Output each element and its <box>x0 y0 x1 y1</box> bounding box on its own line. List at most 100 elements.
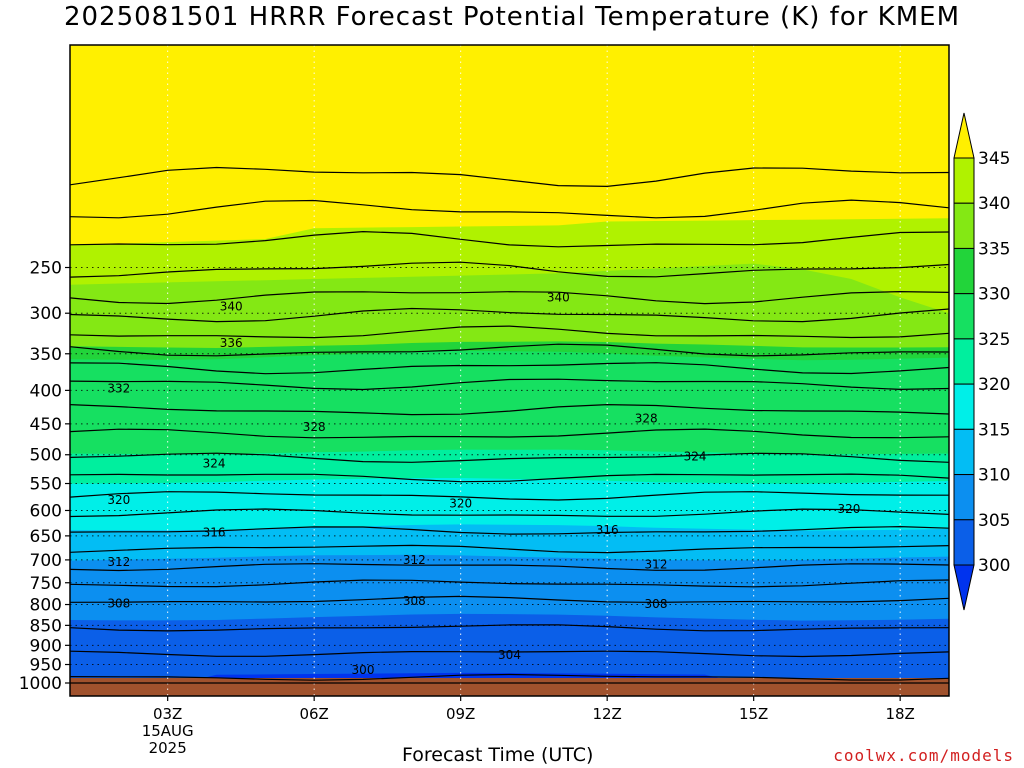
colorbar-label: 340 <box>978 194 1010 214</box>
colorbar-label: 315 <box>978 420 1010 440</box>
contour-328 <box>70 403 949 416</box>
colorbar-swatch <box>953 338 975 385</box>
colorbar-swatch <box>953 247 975 295</box>
contour-338 <box>70 307 949 323</box>
colorbar-bottom-arrow <box>953 564 975 611</box>
contour-labels: 340 340 336 332 328 328 324 324 320 320 320 316 316 3… <box>107 290 860 677</box>
contour-label-312: 312 <box>107 555 130 569</box>
contour-332 <box>70 362 949 375</box>
isentrope-contours <box>70 166 949 684</box>
y-tick-label: 550 <box>30 475 62 495</box>
colorbar-label: 335 <box>978 239 1010 259</box>
contour-302 <box>70 673 949 681</box>
contour-label-336: 336 <box>220 336 243 350</box>
contour-304 <box>70 650 949 658</box>
x-tick-label: 03Z <box>153 705 182 723</box>
x-tick-label: 18Z <box>885 705 914 723</box>
colorbar-swatch <box>953 202 975 249</box>
x-tick-label: 06Z <box>299 705 328 723</box>
colorbar-swatch <box>953 157 975 204</box>
contour-label-324: 324 <box>203 457 226 471</box>
colorbar-swatch <box>953 293 975 340</box>
x-tick-label: 12Z <box>592 705 621 723</box>
contour-320 <box>70 491 949 501</box>
contour-label-328: 328 <box>303 420 326 434</box>
y-tick-label: 700 <box>30 551 62 571</box>
x-date-label: 15AUG <box>142 722 194 740</box>
colorbar-swatch <box>953 474 975 521</box>
colorbar-label: 300 <box>978 556 1010 576</box>
contour-label-316: 316 <box>596 523 619 537</box>
contour-label-320: 320 <box>449 497 472 511</box>
ground-fill <box>70 678 949 696</box>
contour-306 <box>70 624 949 632</box>
contour-346 <box>70 199 949 219</box>
contour-label-312: 312 <box>645 558 668 572</box>
contour-316 <box>70 525 949 535</box>
contour-310 <box>70 579 949 588</box>
contour-318 <box>70 508 949 518</box>
contour-label-328: 328 <box>635 412 658 426</box>
colorbar-top-arrow <box>953 112 975 159</box>
contour-330 <box>70 378 949 391</box>
ground-surface <box>70 678 949 696</box>
contour-312 <box>70 563 949 572</box>
y-tick-label: 500 <box>30 446 62 466</box>
colorbar-label: 305 <box>978 511 1010 531</box>
y-tick-label: 350 <box>30 345 62 365</box>
credit-text: coolwx.com/models <box>833 746 1014 765</box>
contour-label-320: 320 <box>837 502 860 516</box>
colorbar-swatch <box>953 519 975 566</box>
y-tick-label: 750 <box>30 574 62 594</box>
y-tick-label: 250 <box>30 259 62 279</box>
colorbar-label: 320 <box>978 375 1010 395</box>
colorbar-swatch <box>953 383 975 430</box>
contour-348 <box>70 166 949 188</box>
contour-label-312: 312 <box>403 553 426 567</box>
y-tick-label: 400 <box>30 381 62 401</box>
y-tick-label: 950 <box>30 656 62 676</box>
y-tick-label: 850 <box>30 616 62 636</box>
x-axis-label: Forecast Time (UTC) <box>402 744 594 766</box>
x-date-label: 2025 <box>149 739 187 757</box>
contour-label-300: 300 <box>352 663 375 677</box>
contour-336 <box>70 325 949 339</box>
colorbar: 345 340 335 330 325 320 315 310 305 300 <box>953 112 1010 611</box>
contour-label-340: 340 <box>220 299 243 313</box>
contour-314 <box>70 544 949 554</box>
contour-344 <box>70 230 949 248</box>
y-axis-ticks: 2503003504004505005506006507007508008509… <box>19 259 70 694</box>
contour-label-320: 320 <box>107 493 130 507</box>
temperature-bands <box>70 45 949 696</box>
contour-label-308: 308 <box>107 596 130 610</box>
contour-342 <box>70 261 949 278</box>
contour-label-340: 340 <box>547 290 570 304</box>
x-tick-label: 09Z <box>446 705 475 723</box>
y-tick-label: 1000 <box>19 674 62 694</box>
contour-326 <box>70 428 949 439</box>
chart-title: 2025081501 HRRR Forecast Potential Tempe… <box>63 2 961 32</box>
contour-label-324: 324 <box>684 450 707 464</box>
contour-label-308: 308 <box>403 594 426 608</box>
contour-label-304: 304 <box>498 648 521 662</box>
y-tick-label: 300 <box>30 304 62 324</box>
y-tick-label: 900 <box>30 636 62 656</box>
colorbar-swatch <box>953 428 975 476</box>
contour-334 <box>70 343 949 357</box>
y-tick-label: 650 <box>30 527 62 547</box>
y-tick-label: 450 <box>30 415 62 435</box>
contour-label-308: 308 <box>645 597 668 611</box>
contour-322 <box>70 473 949 483</box>
contour-label-316: 316 <box>203 525 226 539</box>
contour-label-332: 332 <box>107 381 130 395</box>
contour-308 <box>70 595 949 604</box>
y-tick-label: 600 <box>30 501 62 521</box>
colorbar-label: 345 <box>978 149 1010 169</box>
colorbar-label: 325 <box>978 330 1010 350</box>
colorbar-label: 310 <box>978 466 1010 486</box>
plot-frame <box>69 44 950 697</box>
contour-324 <box>70 452 949 463</box>
colorbar-label: 330 <box>978 285 1010 305</box>
